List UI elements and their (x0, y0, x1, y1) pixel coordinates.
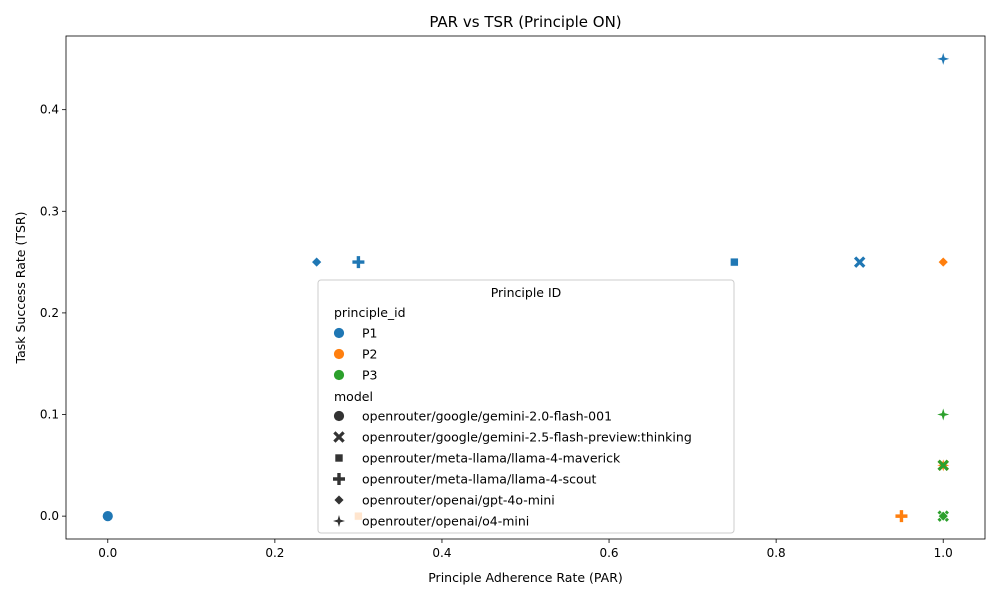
data-marks (101, 52, 950, 523)
legend-marker (333, 515, 345, 527)
legend-label: openrouter/meta-llama/llama-4-scout (362, 472, 597, 487)
legend-hue-title: principle_id (334, 305, 406, 320)
y-tick-label: 0.3 (40, 204, 59, 218)
legend-items: P1 P2 P3 openrouter/google/gemini-2.0-flash… (333, 326, 692, 529)
data-point (352, 256, 365, 269)
x-tick-label: 0.2 (265, 546, 284, 560)
legend-label: openrouter/meta-llama/llama-4-maverick (362, 451, 621, 466)
data-point (937, 256, 949, 268)
y-axis-ticks: 0.0 0.1 0.2 0.3 0.4 (40, 103, 66, 523)
legend-box (317, 279, 735, 534)
legend-style-title: model (334, 389, 373, 404)
legend-marker (333, 327, 345, 339)
legend-label: P2 (362, 347, 378, 362)
chart-title: PAR vs TSR (Principle ON) (429, 13, 621, 31)
legend-title: Principle ID (491, 285, 562, 300)
legend-marker (333, 369, 345, 381)
legend-label: openrouter/openai/gpt-4o-mini (362, 493, 555, 508)
legend-label: P3 (362, 368, 378, 383)
y-tick-label: 0.0 (40, 509, 59, 523)
plot-frame (65, 35, 986, 540)
y-tick-label: 0.1 (40, 408, 59, 422)
legend: Principle ID principle_id model P1 P2 P3 op… (317, 279, 735, 534)
legend-marker (334, 453, 344, 463)
legend-marker (333, 494, 345, 506)
data-point (937, 459, 949, 472)
x-tick-label: 0.8 (767, 546, 786, 560)
x-tick-label: 1.0 (934, 546, 953, 560)
data-point (937, 408, 950, 421)
y-tick-label: 0.2 (40, 306, 59, 320)
data-point (937, 52, 950, 65)
x-tick-label: 0.0 (98, 546, 117, 560)
data-point (937, 510, 949, 522)
x-tick-label: 0.4 (432, 546, 451, 560)
legend-marker (333, 348, 345, 360)
legend-marker (333, 410, 345, 422)
legend-label: openrouter/google/gemini-2.0-flash-001 (362, 409, 612, 424)
y-axis-label: Task Success Rate (TSR) (13, 212, 28, 365)
legend-label: openrouter/google/gemini-2.5-flash-previ… (362, 430, 692, 445)
data-point (730, 257, 739, 267)
legend-label: openrouter/openai/o4-mini (362, 514, 529, 529)
x-axis-label: Principle Adherence Rate (PAR) (428, 570, 623, 585)
data-point (101, 510, 114, 523)
x-axis-ticks: 0.0 0.2 0.4 0.6 0.8 1.0 (98, 539, 953, 560)
data-point (895, 510, 908, 523)
data-point (311, 256, 323, 268)
legend-marker (333, 431, 345, 443)
legend-marker (333, 473, 345, 485)
x-tick-label: 0.6 (599, 546, 618, 560)
y-tick-label: 0.4 (40, 103, 59, 117)
data-point (853, 256, 866, 268)
legend-label: P1 (362, 326, 378, 341)
